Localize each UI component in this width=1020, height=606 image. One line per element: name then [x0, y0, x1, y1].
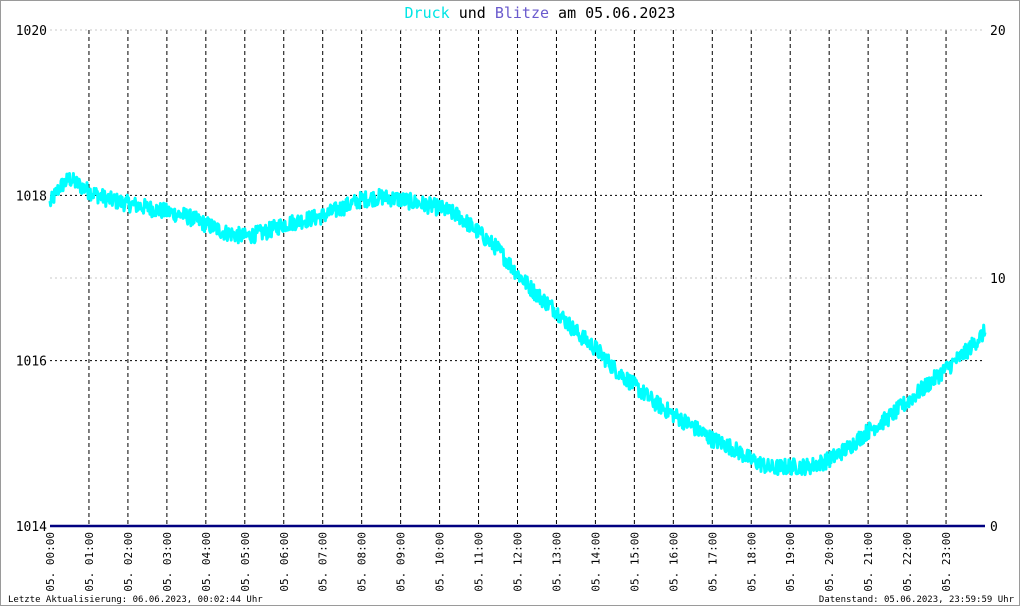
footer-last-update: Letzte Aktualisierung: 06.06.2023, 00:02…: [8, 595, 263, 605]
x-tick-label: 05. 20:00: [823, 532, 836, 592]
title-date: am 05.06.2023: [549, 4, 675, 22]
x-tick-label: 05. 10:00: [434, 532, 447, 592]
y-right-tick-label: 10: [990, 272, 1006, 287]
x-tick-label: 05. 01:00: [83, 532, 96, 592]
x-tick-label: 05. 06:00: [278, 532, 291, 592]
x-tick-label: 05. 09:00: [395, 532, 408, 592]
x-tick-label: 05. 19:00: [784, 532, 797, 592]
x-tick-label: 05. 05:00: [239, 532, 252, 592]
x-tick-label: 05. 18:00: [745, 532, 758, 592]
x-tick-label: 05. 03:00: [161, 532, 174, 592]
x-tick-label: 05. 08:00: [356, 532, 369, 592]
y-right-tick-label: 0: [990, 520, 998, 535]
x-tick-label: 05. 17:00: [706, 532, 719, 592]
x-tick-label: 05. 07:00: [317, 532, 330, 592]
x-tick-label: 05. 23:00: [940, 532, 953, 592]
title-blitze: Blitze: [495, 4, 549, 22]
x-tick-label: 05. 11:00: [473, 532, 486, 592]
y-left-tick-label: 1018: [16, 189, 47, 204]
series-druck: [48, 172, 987, 477]
x-tick-label: 05. 21:00: [862, 532, 875, 592]
x-tick-label: 05. 14:00: [589, 532, 602, 592]
y-right-tick-label: 20: [990, 24, 1006, 39]
title-druck: Druck: [405, 4, 450, 22]
x-tick-label: 05. 15:00: [628, 532, 641, 592]
chart-title: Druck und Blitze am 05.06.2023: [405, 4, 676, 22]
y-left-tick-label: 1014: [16, 520, 47, 535]
x-tick-label: 05. 12:00: [512, 532, 525, 592]
x-tick-label: 05. 02:00: [122, 532, 135, 592]
x-tick-label: 05. 13:00: [550, 532, 563, 592]
title-und: und: [450, 4, 495, 22]
x-tick-label: 05. 04:00: [200, 532, 213, 592]
x-tick-label: 05. 16:00: [667, 532, 680, 592]
y-left-tick-label: 1020: [16, 24, 47, 39]
x-tick-label: 05. 00:00: [44, 532, 57, 592]
x-tick-label: 05. 22:00: [901, 532, 914, 592]
y-left-tick-label: 1016: [16, 355, 47, 370]
series: [48, 172, 987, 528]
footer-data-status: Datenstand: 05.06.2023, 23:59:59 Uhr: [819, 595, 1015, 605]
